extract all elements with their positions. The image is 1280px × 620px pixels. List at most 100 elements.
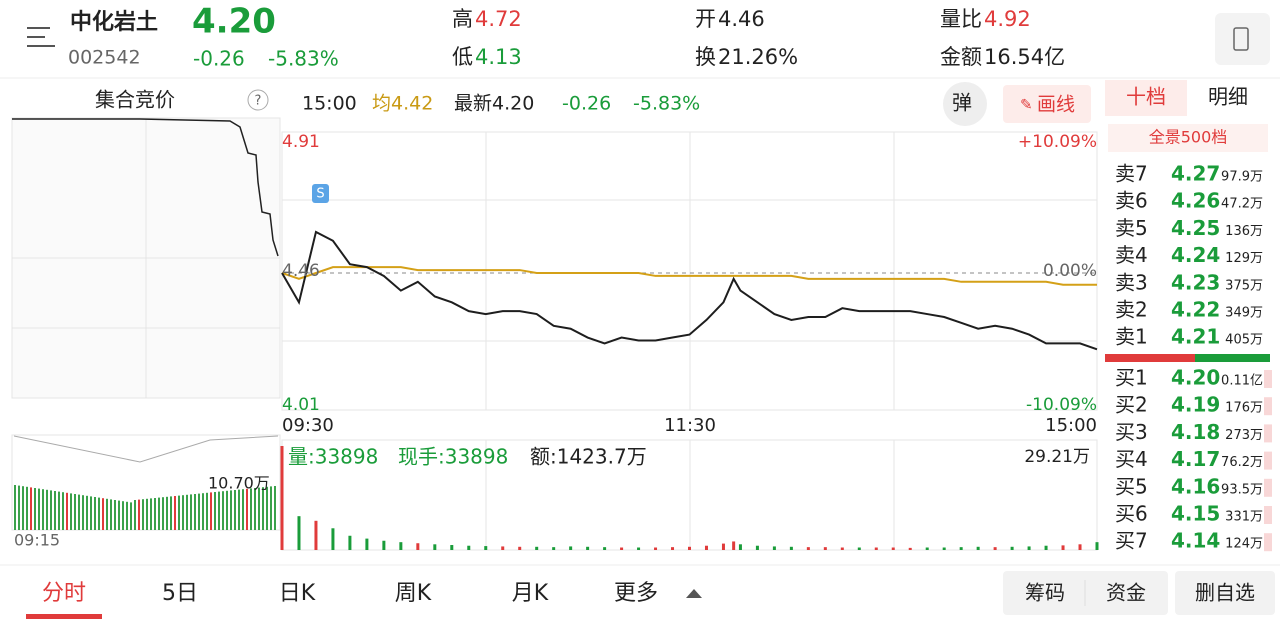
auction-bar bbox=[230, 490, 232, 530]
auction-bar bbox=[142, 499, 144, 530]
auction-bar bbox=[126, 501, 128, 530]
phone-button[interactable] bbox=[1215, 13, 1270, 65]
auction-bar bbox=[26, 486, 28, 530]
auction-volume-label: 10.70万 bbox=[208, 474, 270, 493]
volume-bar bbox=[976, 546, 980, 550]
auction-bar bbox=[34, 488, 36, 530]
stat-label: 量比 bbox=[940, 7, 982, 31]
auction-bar bbox=[94, 497, 96, 530]
volume-bar bbox=[314, 520, 318, 550]
volume-bar bbox=[603, 547, 607, 550]
auction-bar bbox=[154, 498, 156, 530]
auction-bar bbox=[110, 499, 112, 530]
volume-bar bbox=[993, 547, 997, 550]
volume-bar bbox=[1044, 545, 1048, 550]
buy-price: 4.14 bbox=[1171, 529, 1220, 553]
auction-bar bbox=[54, 491, 56, 530]
volume-bar bbox=[823, 547, 827, 550]
pct-bottom: -10.09% bbox=[1026, 395, 1097, 415]
signal-marker[interactable] bbox=[312, 184, 329, 203]
popup-button[interactable] bbox=[943, 82, 987, 126]
buy-label: 买6 bbox=[1115, 502, 1148, 526]
auction-bar bbox=[274, 486, 276, 530]
period-tab[interactable]: 分时 bbox=[42, 581, 86, 606]
menu-icon[interactable] bbox=[27, 27, 55, 47]
pct-mid: 0.00% bbox=[1043, 261, 1097, 281]
chip-button[interactable]: 筹码 bbox=[1025, 581, 1065, 605]
buy-volume: 331万 bbox=[1225, 510, 1263, 525]
auction-bar bbox=[46, 489, 48, 530]
sell-volume: 97.9万 bbox=[1221, 170, 1263, 185]
volume-bar bbox=[704, 545, 708, 550]
period-tab[interactable]: 5日 bbox=[162, 581, 198, 606]
price-top: 4.91 bbox=[282, 132, 320, 152]
auction-time: 09:15 bbox=[14, 531, 60, 550]
volume-bar bbox=[620, 547, 624, 550]
signal-label: S bbox=[316, 187, 324, 202]
auction-bar bbox=[206, 492, 208, 530]
volume-bar bbox=[654, 547, 658, 550]
auction-bar bbox=[158, 497, 160, 530]
remove-button[interactable]: 删自选 bbox=[1195, 581, 1255, 605]
pct-top: +10.09% bbox=[1018, 132, 1097, 152]
volume-bar bbox=[959, 547, 963, 550]
stat-value: 4.92 bbox=[984, 7, 1031, 31]
sell-price: 4.25 bbox=[1171, 216, 1220, 240]
price-bottom: 4.01 bbox=[282, 395, 320, 415]
auction-bar bbox=[130, 502, 132, 530]
buy-price: 4.16 bbox=[1171, 474, 1220, 498]
book-tab[interactable]: 十档 bbox=[1126, 85, 1166, 109]
auction-volume bbox=[14, 485, 276, 530]
volume-bar bbox=[857, 547, 861, 550]
sell-price: 4.24 bbox=[1171, 243, 1220, 267]
book-tab[interactable]: 明细 bbox=[1208, 85, 1248, 109]
auction-bar bbox=[178, 495, 180, 530]
buy-volume: 76.2万 bbox=[1221, 455, 1263, 470]
period-tab[interactable]: 周K bbox=[395, 581, 432, 606]
draw-button[interactable] bbox=[1003, 85, 1091, 123]
depth-bg bbox=[1108, 124, 1268, 152]
period-tab[interactable]: 月K bbox=[512, 581, 549, 606]
auction-bar bbox=[242, 489, 244, 530]
sell-label: 卖5 bbox=[1115, 216, 1148, 240]
buy-price: 4.18 bbox=[1171, 420, 1220, 444]
sell-ratio bbox=[1105, 354, 1195, 362]
time-label: 09:30 bbox=[282, 415, 334, 436]
auction-bar bbox=[62, 492, 64, 530]
popup-label: 弹 bbox=[952, 91, 972, 115]
period-tab[interactable]: 日K bbox=[279, 581, 316, 606]
stat-label: 高 bbox=[452, 7, 473, 31]
tab-underline bbox=[26, 614, 102, 619]
auction-bar bbox=[258, 487, 260, 530]
price-line bbox=[281, 230, 1098, 351]
stat-label: 换 bbox=[695, 45, 716, 69]
stock-name: 中化岩土 bbox=[70, 9, 158, 35]
stock-code: 002542 bbox=[68, 47, 141, 69]
tab-active-bg bbox=[1105, 80, 1187, 116]
draw-label: 画线 bbox=[1037, 94, 1075, 116]
buy-volume: 273万 bbox=[1225, 428, 1263, 443]
sell-volume: 136万 bbox=[1225, 224, 1263, 239]
sell-volume: 375万 bbox=[1225, 278, 1263, 293]
volume-bar bbox=[484, 546, 488, 550]
volume-bar bbox=[688, 546, 691, 550]
volume-bar bbox=[755, 545, 759, 550]
volume-bar bbox=[925, 547, 929, 550]
info-change: -0.26 bbox=[562, 93, 611, 115]
more-arrow[interactable] bbox=[686, 589, 702, 598]
period-tab[interactable]: 更多 bbox=[614, 581, 658, 606]
volume-bar bbox=[806, 547, 810, 550]
auction-bar bbox=[270, 486, 272, 530]
auction-bar bbox=[234, 490, 236, 530]
auction-bar bbox=[190, 494, 192, 530]
sell-volume: 405万 bbox=[1225, 333, 1263, 348]
volume-bar bbox=[348, 535, 352, 550]
depth-button[interactable]: 全景500档 bbox=[1149, 128, 1228, 147]
auction-bar bbox=[182, 495, 184, 530]
help-icon[interactable] bbox=[247, 89, 269, 111]
sell-price: 4.23 bbox=[1171, 270, 1220, 294]
fund-button[interactable]: 资金 bbox=[1106, 581, 1146, 605]
auction-bar bbox=[146, 498, 148, 530]
sell-volume: 47.2万 bbox=[1221, 197, 1263, 212]
